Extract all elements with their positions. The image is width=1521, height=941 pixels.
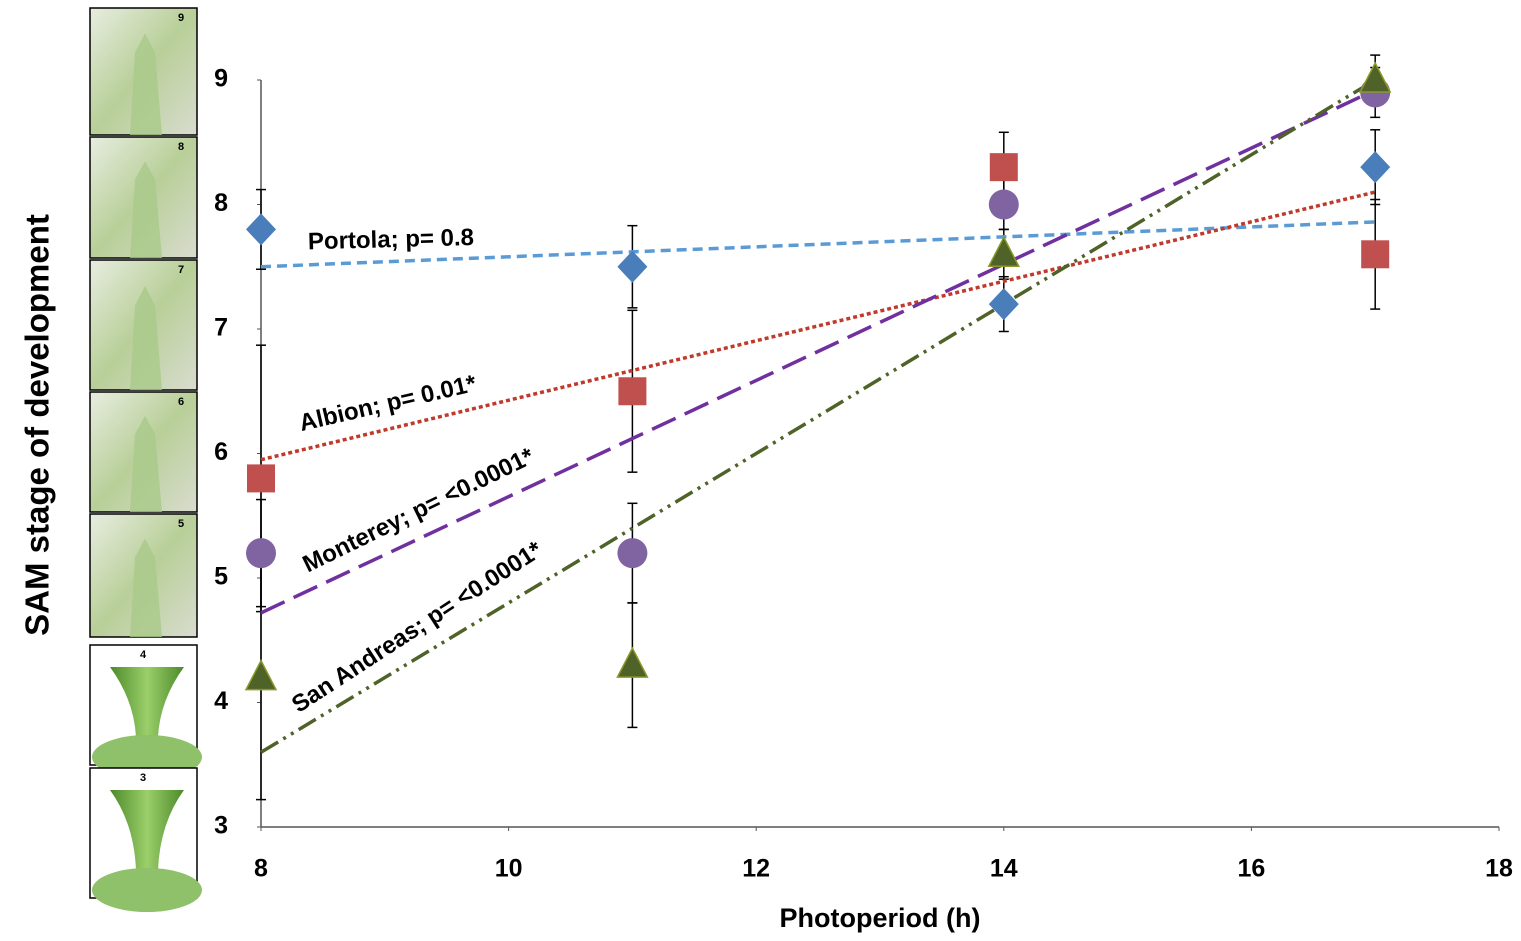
trend-line: [260, 78, 1377, 754]
stage-panels: 9 8 7 6 5 4 3: [89, 7, 202, 912]
x-tick-label: 18: [1485, 855, 1513, 883]
marker: [616, 646, 649, 678]
trend-line: [260, 190, 1376, 462]
marker: [987, 235, 1021, 268]
marker: [989, 153, 1018, 182]
series-label: Portola; p= 0.8: [308, 224, 475, 255]
y-tick-label: 6: [214, 438, 228, 466]
panel-diagram: [110, 667, 184, 737]
marker: [1361, 240, 1390, 269]
x-tick-label: 12: [742, 855, 770, 883]
y-tick-label: 3: [214, 812, 228, 840]
x-tick-label: 14: [990, 855, 1018, 883]
marker: [1360, 151, 1391, 184]
panel-shoot: [130, 538, 162, 637]
marker: [988, 288, 1019, 321]
x-axis-title: Photoperiod (h): [780, 903, 981, 933]
x-tick-label: 8: [254, 855, 268, 883]
panel-shoot: [130, 416, 162, 512]
marker: [247, 464, 275, 493]
marker: [1358, 61, 1392, 93]
panel-number: 5: [178, 518, 184, 530]
marker: [618, 377, 647, 406]
marker: [988, 189, 1019, 220]
x-tick-label: 10: [495, 855, 523, 883]
panel-diagram: [110, 790, 184, 870]
trend-line: [260, 88, 1376, 615]
y-tick-label: 5: [214, 563, 228, 591]
marker: [617, 250, 648, 283]
panel-base: [92, 868, 202, 912]
series-label: Albion; p= 0.01*: [297, 370, 480, 437]
panel-number: 7: [178, 264, 184, 276]
panel-number: 6: [178, 396, 184, 408]
y-axis-title: SAM stage of development: [19, 214, 56, 636]
panel-number: 4: [140, 649, 147, 661]
panel-shoot: [130, 161, 162, 258]
panel-shoot: [130, 33, 162, 135]
marker: [244, 658, 278, 691]
trend-line: [260, 220, 1376, 269]
marker: [246, 213, 276, 246]
panel-number: 3: [140, 772, 146, 784]
y-tick-label: 9: [214, 65, 228, 93]
marker: [617, 538, 648, 569]
x-tick-label: 16: [1237, 855, 1265, 883]
y-tick-label: 8: [214, 189, 228, 217]
panel-number: 9: [178, 12, 184, 24]
marker: [246, 538, 276, 569]
panel-number: 8: [178, 141, 184, 153]
panel-shoot: [130, 286, 162, 390]
y-tick-label: 4: [214, 687, 228, 715]
y-tick-label: 7: [214, 314, 228, 342]
